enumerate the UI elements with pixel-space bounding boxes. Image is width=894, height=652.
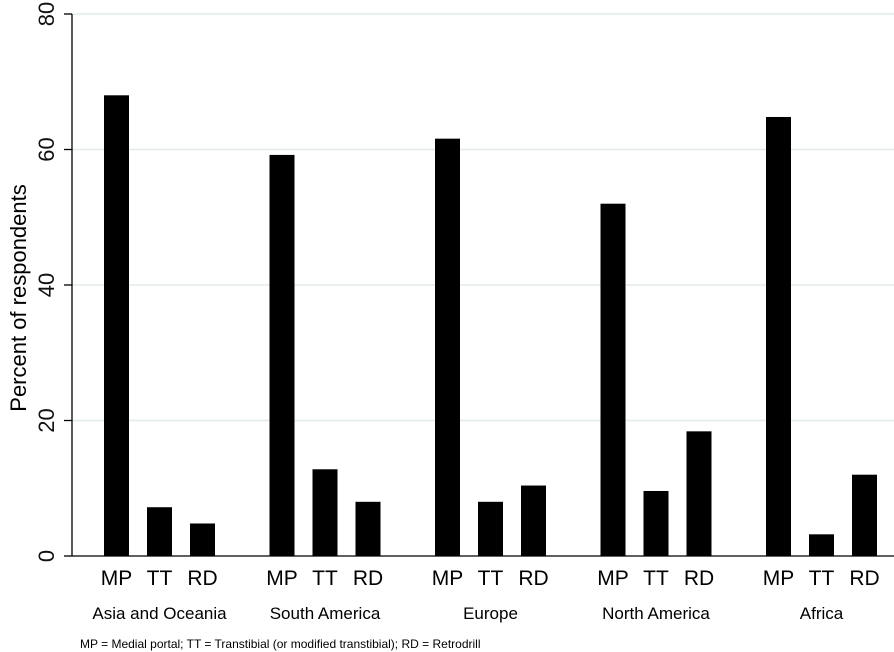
- bar-asia-and-oceania-rd: [190, 523, 215, 556]
- group-label: Asia and Oceania: [92, 604, 227, 623]
- x-bar-label: RD: [684, 567, 714, 590]
- x-bar-label: MP: [101, 567, 133, 590]
- group-label: Europe: [463, 604, 518, 623]
- group-label: Africa: [800, 604, 844, 623]
- group-label: South America: [270, 604, 381, 623]
- y-tick-label: 20: [34, 408, 59, 432]
- group-labels: Asia and Oceania South America Europe North…: [92, 604, 843, 623]
- x-bar-label: MP: [763, 567, 795, 590]
- bar-south-america-tt: [312, 469, 338, 556]
- x-bar-label: TT: [147, 567, 173, 590]
- bar-europe-tt: [478, 501, 503, 556]
- x-bar-labels: MP TT RD MP TT RD MP TT RD MP TT RD MP TT RD: [101, 567, 880, 590]
- x-bar-label: MP: [266, 567, 298, 590]
- x-bar-label: RD: [353, 567, 383, 590]
- group-label: North America: [602, 604, 710, 623]
- y-tick-label: 60: [34, 137, 59, 161]
- x-bar-label: MP: [432, 567, 464, 590]
- bar-africa-mp: [766, 116, 791, 556]
- bar-north-america-tt: [643, 490, 669, 556]
- y-axis-title: Percent of respondents: [6, 184, 31, 411]
- x-bar-label: MP: [597, 567, 629, 590]
- footnote: MP = Medial portal; TT = Transtibial (or…: [80, 637, 481, 651]
- x-bar-label: RD: [518, 567, 548, 590]
- x-bar-label: RD: [187, 567, 217, 590]
- y-tick-label: 0: [34, 550, 59, 562]
- bar-north-america-mp: [600, 203, 626, 556]
- bar-europe-rd: [521, 485, 546, 556]
- bar-north-america-rd: [686, 431, 712, 556]
- x-bar-label: TT: [643, 567, 669, 590]
- x-bar-label: TT: [809, 567, 835, 590]
- bars: [104, 95, 877, 557]
- bar-europe-mp: [435, 138, 460, 556]
- bar-africa-tt: [809, 534, 834, 556]
- y-tick-label: 80: [34, 2, 59, 26]
- x-bar-label: RD: [849, 567, 879, 590]
- bar-south-america-rd: [355, 501, 381, 556]
- bar-asia-and-oceania-mp: [104, 95, 129, 557]
- x-bar-label: TT: [478, 567, 504, 590]
- bar-africa-rd: [852, 474, 877, 556]
- y-tick-labels: 0 20 40 60 80: [34, 2, 59, 562]
- bar-south-america-mp: [269, 154, 295, 557]
- bar-asia-and-oceania-tt: [147, 507, 172, 556]
- x-bar-label: TT: [312, 567, 338, 590]
- y-tick-label: 40: [34, 273, 59, 297]
